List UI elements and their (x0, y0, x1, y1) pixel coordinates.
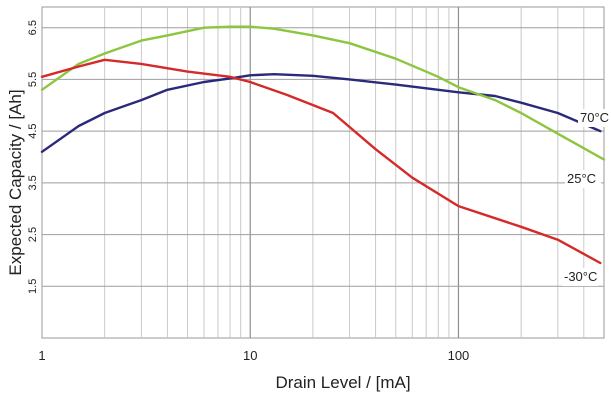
y-tick-label: 3.5 (27, 175, 39, 190)
series-label: -30°C (564, 269, 597, 284)
series-line (40, 58, 602, 265)
x-tick-label: 1 (38, 348, 45, 363)
y-tick-label: 5.5 (27, 72, 39, 87)
plot-area (41, 6, 605, 339)
x-axis-tick-labels: 1 10 100 (38, 348, 469, 363)
series-line (40, 25, 606, 161)
series-label: 70°C (580, 110, 609, 125)
series-label-background (562, 268, 598, 286)
y-tick-label: 4.5 (27, 123, 39, 138)
x-tick-label: 10 (243, 348, 257, 363)
data-series (40, 25, 606, 265)
series-line (40, 72, 602, 154)
series-labels: 70°C 25°C -30°C (562, 109, 611, 286)
x-tick-label: 100 (448, 348, 470, 363)
series-label-background (565, 170, 601, 188)
x-axis-title: Drain Level / [mA] (275, 373, 410, 392)
y-axis-tick-labels: 1.5 2.5 3.5 4.5 5.5 6.5 (27, 20, 39, 294)
y-axis-title: Expected Capacity / [Ah] (6, 89, 25, 275)
series-label: 25°C (567, 171, 596, 186)
grid-lines (42, 7, 604, 338)
y-tick-label: 6.5 (27, 20, 39, 35)
y-tick-label: 1.5 (27, 279, 39, 294)
series-label-background (578, 109, 611, 127)
y-tick-label: 2.5 (27, 227, 39, 242)
